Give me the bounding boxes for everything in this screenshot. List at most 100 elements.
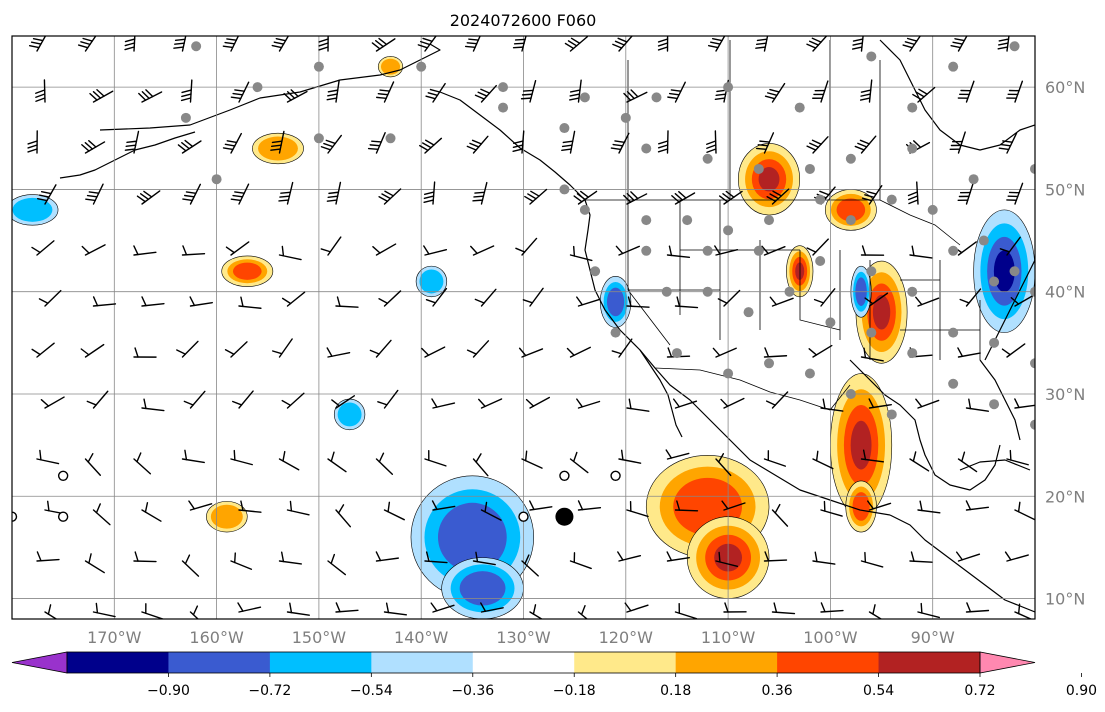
wind-barb [89, 89, 114, 103]
colorbar-extend-low [11, 651, 68, 674]
wind-barb [320, 134, 343, 154]
open-station-circle [559, 470, 570, 482]
station-dot [641, 215, 652, 226]
hudson-bay-coast [879, 39, 1035, 151]
map-area [12, 36, 1035, 619]
wind-barb [278, 551, 303, 565]
contour-fill [758, 167, 780, 192]
wind-barb [576, 398, 601, 409]
colorbar-segment [67, 652, 169, 673]
wind-barb [812, 551, 836, 565]
wind-barb [27, 130, 38, 154]
wind-barb [909, 451, 930, 472]
station-dot [989, 399, 1000, 410]
wind-barb [86, 390, 109, 409]
wind-barb [965, 500, 990, 511]
colorbar-segment [168, 652, 271, 673]
wind-barb [189, 605, 200, 619]
wind-barb [764, 82, 786, 103]
station-dot [191, 41, 202, 52]
station-dot [313, 61, 324, 72]
wind-barb [671, 190, 696, 205]
alaska-coast-positive [377, 56, 404, 78]
wind-barb [425, 82, 446, 103]
wind-barb [566, 346, 591, 358]
state-lines-east [839, 250, 981, 360]
wind-barb [176, 340, 199, 358]
wind-barb [860, 449, 885, 463]
station-dot [804, 368, 815, 379]
wind-barb [431, 500, 456, 511]
wind-barb [466, 340, 490, 358]
pacific-islands-negative [333, 398, 366, 431]
station-dot [723, 225, 734, 236]
map-title: 2024072600 F060 [450, 11, 597, 30]
wind-barb [31, 342, 55, 358]
station-dot [886, 409, 897, 420]
station-dot [1009, 266, 1020, 277]
contour-fill [232, 262, 262, 280]
wind-barb [133, 347, 157, 358]
wind-barb [464, 36, 481, 52]
wind-barb [238, 500, 262, 513]
wind-barb [626, 296, 650, 308]
wind-barb [573, 190, 598, 205]
wind-barb [712, 347, 737, 358]
wind-barb [612, 36, 633, 52]
station-dot [978, 235, 989, 246]
pacific-north-negative [415, 265, 448, 298]
wind-barb [376, 81, 395, 103]
station-dot [651, 92, 662, 103]
wind-barb [133, 452, 152, 475]
lat-label: 20°N [1045, 487, 1085, 506]
wind-barb [808, 344, 833, 358]
colorbar-tick-label: 0.72 [964, 683, 995, 699]
wind-barb [225, 241, 250, 256]
wind-barb [723, 602, 747, 613]
contour-fill [258, 136, 298, 161]
great-lakes-negative [973, 209, 1035, 333]
lon-label: 160°W [189, 628, 244, 647]
lon-label: 130°W [496, 628, 551, 647]
wind-barb [763, 551, 788, 562]
wind-barb [335, 602, 359, 613]
wind-barb [281, 291, 306, 307]
wind-barb [522, 287, 544, 307]
colorbar-frame [66, 651, 981, 674]
wind-barb [763, 450, 787, 467]
lon-label: 140°W [394, 628, 449, 647]
wind-barb [569, 451, 589, 474]
station-dot [794, 102, 805, 113]
wind-barb [860, 347, 884, 362]
pacific-south-negative [441, 557, 524, 619]
wind-barb [665, 449, 690, 460]
wind-barb [424, 450, 447, 467]
wind-barb [999, 236, 1021, 256]
wind-barb [611, 338, 633, 358]
lat-label: 40°N [1045, 283, 1085, 302]
wind-barb [431, 398, 456, 409]
wind-barb [568, 79, 582, 103]
wind-barb [230, 81, 250, 103]
wind-barb [715, 551, 739, 567]
wind-barb [755, 36, 769, 52]
wind-barb [278, 245, 302, 261]
wind-barb [950, 36, 968, 52]
wind-barb [136, 190, 161, 205]
wind-barb [666, 551, 690, 562]
wind-barb [765, 391, 789, 409]
wind-barb [378, 188, 402, 205]
wind-barb [238, 296, 262, 309]
wind-barb [515, 237, 538, 256]
colorbar-tick-label: 0.54 [863, 683, 894, 699]
wind-barb [474, 84, 497, 103]
station-dot [845, 153, 856, 164]
contour-fill [852, 492, 870, 521]
wind-barb [281, 392, 305, 409]
colorbar-segment [777, 652, 880, 673]
central-america-coast [889, 514, 1035, 613]
wind-barb [529, 604, 544, 619]
contour-fill [12, 197, 53, 222]
wind-barb [525, 396, 551, 409]
wind-barb [378, 290, 402, 307]
